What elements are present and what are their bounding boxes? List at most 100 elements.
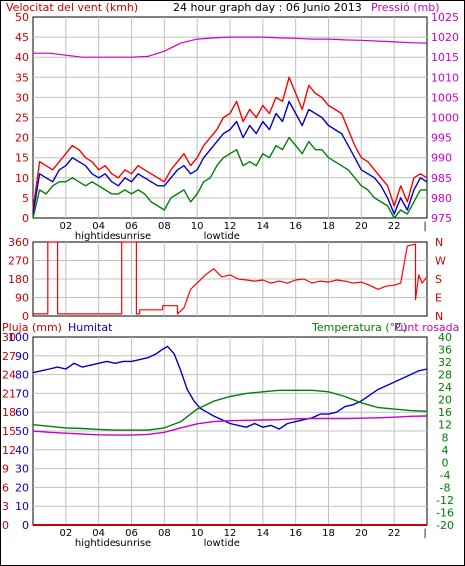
rain-tick-label: 12 <box>2 444 16 457</box>
hour-tick-label: 18 <box>322 221 335 232</box>
pressure-tick-label: 985 <box>431 172 452 185</box>
hour-tick-label: 02 <box>59 221 72 232</box>
direction-tick-label: 180 <box>8 273 29 286</box>
rain-tick-label: 27 <box>2 350 16 363</box>
temperature-tick-label: 40 <box>438 331 452 344</box>
wind-axis-label: Velocitat del vent (kmh) <box>6 1 138 14</box>
hour-tick-label: 16 <box>289 221 302 232</box>
hour-tick-label: | <box>423 221 426 232</box>
temperature-tick-label: 20 <box>438 394 452 407</box>
pressure-tick-label: 975 <box>431 212 452 225</box>
compass-label: S <box>435 273 442 286</box>
hour-tick-label: 10 <box>191 528 204 539</box>
rain-tick-label: 9 <box>2 463 9 476</box>
wind-tick-label: 50 <box>15 11 29 24</box>
pressure-tick-label: 990 <box>431 152 452 165</box>
hour-tick-label: 22 <box>388 528 401 539</box>
humidity-tick-label: 70 <box>15 387 29 400</box>
hour-tick-label: 08 <box>158 528 171 539</box>
hour-tick-label: 04 <box>92 221 105 232</box>
wind-tick-label: 25 <box>15 112 29 125</box>
hour-tick-label: | <box>423 528 426 539</box>
direction-series-line <box>33 241 428 315</box>
hour-tick-label: 20 <box>355 221 368 232</box>
humidity-tick-label: 60 <box>15 406 29 419</box>
wind-tick-label: 35 <box>15 71 29 84</box>
humidity-tick-label: 20 <box>15 481 29 494</box>
rain-tick-label: 30 <box>2 331 16 344</box>
pressure-tick-label: 1010 <box>431 71 459 84</box>
temperature-tick-label: -8 <box>440 481 451 494</box>
rain-tick-label: 6 <box>2 481 9 494</box>
temperature-tick-label: -4 <box>440 469 451 482</box>
dew-point-series-line <box>32 415 428 436</box>
compass-label: N <box>435 236 443 249</box>
temperature-axis-label: Temperatura (°C) <box>311 321 407 334</box>
wind-tick-label: 45 <box>15 31 29 44</box>
hour-tick-label: 08 <box>158 221 171 232</box>
hour-tick-label: 10 <box>191 221 204 232</box>
temperature-tick-label: 28 <box>438 369 452 382</box>
wind-tick-label: 40 <box>15 51 29 64</box>
temperature-tick-label: -16 <box>436 506 454 519</box>
pressure-tick-label: 1020 <box>431 31 459 44</box>
temperature-tick-label: 0 <box>442 456 449 469</box>
axis-labels-layer: 0510152025303540455097598098599099510001… <box>2 11 459 549</box>
temperature-tick-label: 4 <box>442 444 449 457</box>
hour-tick-label: 12 <box>224 528 237 539</box>
hour-tick-label: 20 <box>355 528 368 539</box>
event-label: hightide <box>75 231 116 242</box>
temperature-tick-label: 8 <box>442 431 449 444</box>
direction-tick-label: 360 <box>8 236 29 249</box>
hour-tick-label: 06 <box>125 221 138 232</box>
direction-tick-label: 270 <box>8 255 29 268</box>
rain-tick-label: 18 <box>2 406 16 419</box>
humidity-tick-label: 0 <box>22 519 29 532</box>
temperature-tick-label: -20 <box>436 519 454 532</box>
direction-tick-label: 90 <box>15 292 29 305</box>
event-label: hightide <box>75 538 116 549</box>
hour-tick-label: 16 <box>289 528 302 539</box>
wind-tick-label: 20 <box>15 132 29 145</box>
temperature-tick-label: 12 <box>438 419 452 432</box>
rain-tick-label: 24 <box>2 369 16 382</box>
wind-series-line <box>32 136 427 219</box>
humidity-axis-label: Humitat <box>68 321 113 334</box>
temperature-series-line <box>32 389 428 431</box>
wind-tick-label: 30 <box>15 91 29 104</box>
hour-tick-label: 18 <box>322 528 335 539</box>
humidity-tick-label: 40 <box>15 444 29 457</box>
event-label: lowtide <box>204 538 240 549</box>
humidity-tick-label: 80 <box>15 369 29 382</box>
series-layer <box>32 36 428 526</box>
compass-label: N <box>435 310 443 323</box>
pressure-tick-label: 995 <box>431 132 452 145</box>
hour-tick-label: 12 <box>224 221 237 232</box>
humidity-tick-label: 100 <box>8 331 29 344</box>
temperature-tick-label: 32 <box>438 356 452 369</box>
compass-label: E <box>435 292 442 305</box>
compass-label: W <box>435 255 446 268</box>
pressure-series-line <box>33 36 428 58</box>
humidity-tick-label: 10 <box>15 500 29 513</box>
pressure-tick-label: 1000 <box>431 112 459 125</box>
hour-tick-label: 14 <box>256 221 269 232</box>
event-label: sunrise <box>115 538 151 549</box>
temperature-tick-label: -12 <box>436 494 454 507</box>
temperature-tick-label: 24 <box>438 381 452 394</box>
temperature-tick-label: 36 <box>438 344 452 357</box>
pressure-tick-label: 1005 <box>431 91 459 104</box>
hour-tick-label: 04 <box>92 528 105 539</box>
event-label: lowtide <box>204 231 240 242</box>
pressure-tick-label: 1015 <box>431 51 459 64</box>
hour-tick-label: 02 <box>59 528 72 539</box>
rain-tick-label: 15 <box>2 425 16 438</box>
pressure-axis-label: Pressió (mb) <box>371 1 440 14</box>
rain-axis-label: Pluja (mm) <box>2 321 62 334</box>
hour-tick-label: 22 <box>388 221 401 232</box>
humidity-tick-label: 30 <box>15 463 29 476</box>
event-label: sunrise <box>115 231 151 242</box>
